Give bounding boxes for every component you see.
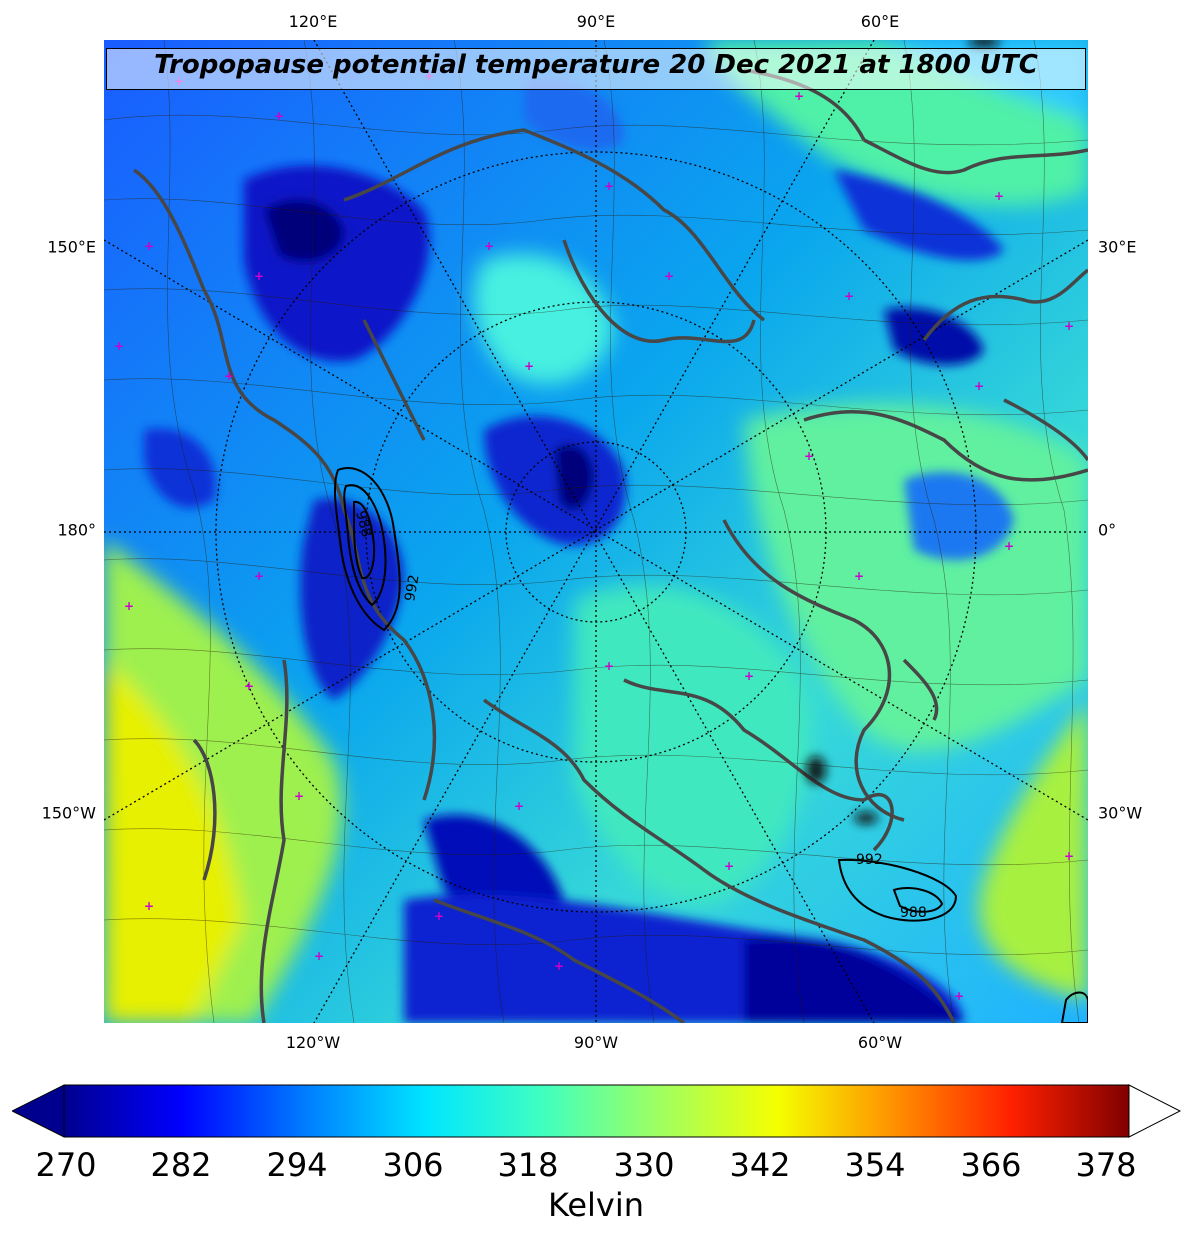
lon-label-bottom: 60°W — [857, 1033, 903, 1052]
title-box — [106, 48, 1086, 90]
svg-text:+: + — [1064, 319, 1074, 333]
lon-label-left: 150°E — [47, 237, 96, 257]
lon-label-top: 90°E — [576, 12, 616, 31]
lon-label-right: 30°E — [1098, 237, 1137, 257]
lon-label-left: 180° — [57, 520, 96, 540]
map-panel: + + + + + + + + + + + + + + + + + + + + + + + + + + + + + + … — [104, 40, 1088, 1023]
colorbar-tick: 318 — [497, 1146, 559, 1184]
isobar-label: 988 — [900, 905, 927, 921]
colorbar — [12, 1084, 1182, 1138]
svg-text:+: + — [524, 359, 534, 373]
colorbar-tick: 354 — [844, 1146, 906, 1184]
colorbar-label: Kelvin — [547, 1186, 645, 1224]
colorbar-tick: 282 — [150, 1146, 212, 1184]
svg-text:+: + — [1064, 849, 1074, 863]
svg-text:+: + — [664, 269, 674, 283]
lon-label-bottom: 90°W — [573, 1033, 619, 1052]
svg-text:+: + — [144, 899, 154, 913]
lon-label-bottom: 120°W — [285, 1033, 341, 1052]
tropopause-map: + ++ + ++ + ++ + ++ + ++ + ++ + ++ + ++ + ++ + ++ … — [104, 40, 1088, 1023]
svg-text:+: + — [144, 239, 154, 253]
lon-label-left: 150°W — [41, 803, 96, 823]
svg-text:+: + — [274, 109, 284, 123]
colorbar-tick: 342 — [729, 1146, 791, 1184]
svg-text:+: + — [974, 379, 984, 393]
lon-label-top: 120°E — [288, 12, 338, 31]
svg-text:+: + — [254, 569, 264, 583]
colorbar-tick: 270 — [35, 1146, 97, 1184]
svg-text:+: + — [604, 659, 614, 673]
svg-text:+: + — [804, 449, 814, 463]
svg-text:+: + — [114, 339, 124, 353]
svg-text:+: + — [854, 569, 864, 583]
svg-text:+: + — [514, 799, 524, 813]
svg-text:+: + — [434, 909, 444, 923]
svg-text:+: + — [844, 289, 854, 303]
svg-text:+: + — [994, 189, 1004, 203]
svg-text:+: + — [294, 789, 304, 803]
isobar-label: 992 — [856, 852, 883, 868]
colorbar-tick: 306 — [382, 1146, 444, 1184]
colorbar-under-extend — [12, 1084, 65, 1138]
colorbar-over-extend — [1128, 1084, 1182, 1138]
svg-text:+: + — [124, 599, 134, 613]
svg-text:+: + — [314, 949, 324, 963]
svg-text:+: + — [954, 989, 964, 1003]
svg-text:+: + — [724, 859, 734, 873]
svg-text:+: + — [224, 369, 234, 383]
lon-label-right: 0° — [1098, 520, 1117, 540]
map-title: Tropopause potential temperature 20 Dec … — [154, 50, 1038, 80]
lon-label-top: 60°E — [860, 12, 900, 31]
colorbar-tick: 378 — [1075, 1146, 1137, 1184]
colorbar-tick: 366 — [960, 1146, 1022, 1184]
svg-text:+: + — [1004, 539, 1014, 553]
svg-text:+: + — [604, 179, 614, 193]
colorbar-tick: 294 — [266, 1146, 328, 1184]
svg-text:+: + — [244, 679, 254, 693]
svg-text:+: + — [744, 669, 754, 683]
lon-label-right: 30°W — [1098, 803, 1143, 823]
svg-text:+: + — [254, 269, 264, 283]
svg-text:+: + — [554, 959, 564, 973]
colorbar-tick: 330 — [613, 1146, 675, 1184]
svg-text:+: + — [794, 89, 804, 103]
svg-text:+: + — [484, 239, 494, 253]
colorbar-ramp — [63, 1084, 1130, 1138]
